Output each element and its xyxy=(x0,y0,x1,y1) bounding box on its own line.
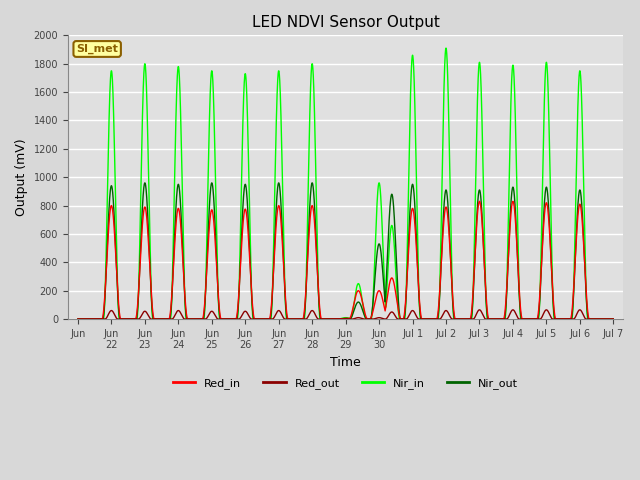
Red_out xyxy=(471,314,479,320)
Red_in xyxy=(414,276,422,282)
Nir_in xyxy=(74,316,82,322)
Red_in xyxy=(101,292,109,298)
Nir_in xyxy=(101,296,109,302)
Nir_in xyxy=(442,45,450,51)
Legend: Red_in, Red_out, Nir_in, Nir_out: Red_in, Red_out, Nir_in, Nir_out xyxy=(168,373,523,393)
Red_out xyxy=(101,316,109,322)
Nir_in xyxy=(500,316,508,322)
Red_out xyxy=(268,316,276,322)
Nir_in xyxy=(609,316,617,322)
Red_out xyxy=(609,316,617,322)
Nir_in xyxy=(391,250,399,256)
Red_out xyxy=(74,316,82,322)
Nir_out xyxy=(268,301,276,307)
Y-axis label: Output (mV): Output (mV) xyxy=(15,138,28,216)
Nir_out xyxy=(141,180,148,186)
Red_out xyxy=(576,307,584,313)
Nir_out xyxy=(500,316,508,322)
Red_in xyxy=(500,316,508,322)
Red_in xyxy=(471,256,479,262)
Text: SI_met: SI_met xyxy=(76,44,118,54)
Red_out xyxy=(500,316,508,322)
Nir_out xyxy=(609,316,617,322)
Line: Red_in: Red_in xyxy=(78,201,613,319)
Red_in xyxy=(509,198,516,204)
Line: Nir_out: Nir_out xyxy=(78,183,613,319)
Nir_in xyxy=(414,258,422,264)
Line: Red_out: Red_out xyxy=(78,310,613,319)
Nir_out xyxy=(471,256,479,262)
Red_in xyxy=(268,298,276,303)
Red_in xyxy=(74,316,82,322)
Line: Nir_in: Nir_in xyxy=(78,48,613,319)
Nir_out xyxy=(101,296,109,302)
Title: LED NDVI Sensor Output: LED NDVI Sensor Output xyxy=(252,15,440,30)
X-axis label: Time: Time xyxy=(330,356,361,369)
Red_out xyxy=(391,312,399,318)
Red_in xyxy=(609,316,617,322)
Nir_in xyxy=(471,216,479,221)
Nir_out xyxy=(391,224,399,229)
Red_out xyxy=(414,316,422,322)
Nir_out xyxy=(74,316,82,322)
Nir_out xyxy=(414,277,422,283)
Red_in xyxy=(391,284,399,290)
Nir_in xyxy=(268,305,276,311)
